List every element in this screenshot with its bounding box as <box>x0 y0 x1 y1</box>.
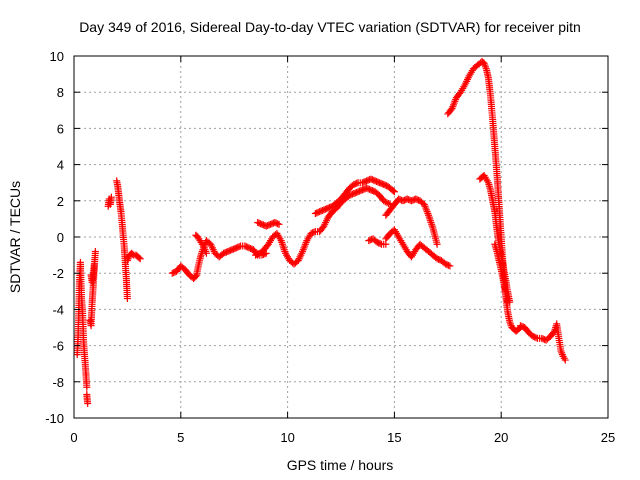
series-seg14 <box>365 235 390 248</box>
y-tick-label: -10 <box>45 411 64 426</box>
y-tick-label: -4 <box>52 302 64 317</box>
data-point-marker <box>376 240 384 248</box>
series-seg13 <box>311 175 398 217</box>
y-axis-label: SDTVAR / TECUs <box>7 181 23 293</box>
data-point-marker <box>280 244 288 252</box>
grid-lines <box>74 56 608 418</box>
data-point-marker <box>83 383 91 391</box>
data-point-marker <box>561 356 569 364</box>
y-tick-label: -6 <box>52 339 64 354</box>
data-point-marker <box>91 247 99 255</box>
x-axis-label: GPS time / hours <box>287 457 394 473</box>
y-tick-label: 8 <box>57 85 64 100</box>
series-seg02 <box>83 390 92 408</box>
series-seg17 <box>444 57 524 335</box>
y-tick-label: -8 <box>52 375 64 390</box>
series-seg07 <box>123 249 144 265</box>
data-point-marker <box>202 249 210 257</box>
y-tick-label: 4 <box>57 158 64 173</box>
y-tick-label: 10 <box>50 49 64 64</box>
data-point-marker <box>426 217 434 225</box>
data-point-marker <box>275 220 283 228</box>
data-point-marker <box>84 400 92 408</box>
data-point-marker <box>235 243 243 251</box>
data-point-marker <box>279 242 287 250</box>
y-tick-label: -2 <box>52 266 64 281</box>
data-point-marker <box>532 334 540 342</box>
x-tick-label: 20 <box>494 430 508 445</box>
data-point-marker <box>389 187 397 195</box>
data-point-marker <box>90 260 98 268</box>
y-axis-ticks: -10 -8 -6 -4 -2 0 2 4 6 8 10 <box>45 49 608 426</box>
series-seg01 <box>73 258 91 391</box>
series-seg10 <box>192 231 210 257</box>
series-seg12 <box>254 219 283 230</box>
y-tick-label: 6 <box>57 121 64 136</box>
series-seg06 <box>113 177 131 303</box>
data-point-marker <box>428 220 436 228</box>
chart-title: Day 349 of 2016, Sidereal Day-to-day VTE… <box>79 19 581 35</box>
data-point-marker <box>445 261 453 269</box>
data-point-marker <box>262 249 270 257</box>
data-point-marker <box>135 254 143 262</box>
series-seg11 <box>252 184 394 268</box>
y-tick-label: 0 <box>57 230 64 245</box>
data-point-marker <box>433 240 441 248</box>
data-point-marker <box>107 193 115 201</box>
x-tick-label: 15 <box>387 430 401 445</box>
data-point-marker <box>428 222 436 230</box>
data-point-marker <box>504 298 512 306</box>
series-seg16 <box>382 195 441 248</box>
data-point-marker <box>390 188 398 196</box>
data-point-marker <box>446 262 454 270</box>
x-tick-label: 10 <box>280 430 294 445</box>
series-seg04 <box>87 260 98 286</box>
series-seg08 <box>168 262 201 283</box>
data-point-marker <box>274 220 282 228</box>
series-seg19 <box>491 240 512 306</box>
data-point-marker <box>427 219 435 227</box>
series-seg03 <box>86 247 99 330</box>
data-point-marker <box>123 295 131 303</box>
x-tick-label: 25 <box>601 430 615 445</box>
series-seg05 <box>104 193 115 210</box>
data-points <box>73 57 569 408</box>
data-point-marker <box>353 179 361 187</box>
x-tick-label: 0 <box>70 430 77 445</box>
series-seg20 <box>516 320 569 364</box>
x-axis-ticks: 0 5 10 15 20 25 <box>70 56 615 445</box>
y-tick-label: 2 <box>57 194 64 209</box>
data-point-marker <box>385 200 393 208</box>
series-seg15 <box>382 226 454 270</box>
data-point-marker <box>310 228 318 236</box>
data-point-marker <box>192 272 200 280</box>
data-point-marker <box>383 199 391 207</box>
data-point-marker <box>129 250 137 258</box>
x-tick-label: 5 <box>177 430 184 445</box>
data-point-marker <box>136 255 144 263</box>
